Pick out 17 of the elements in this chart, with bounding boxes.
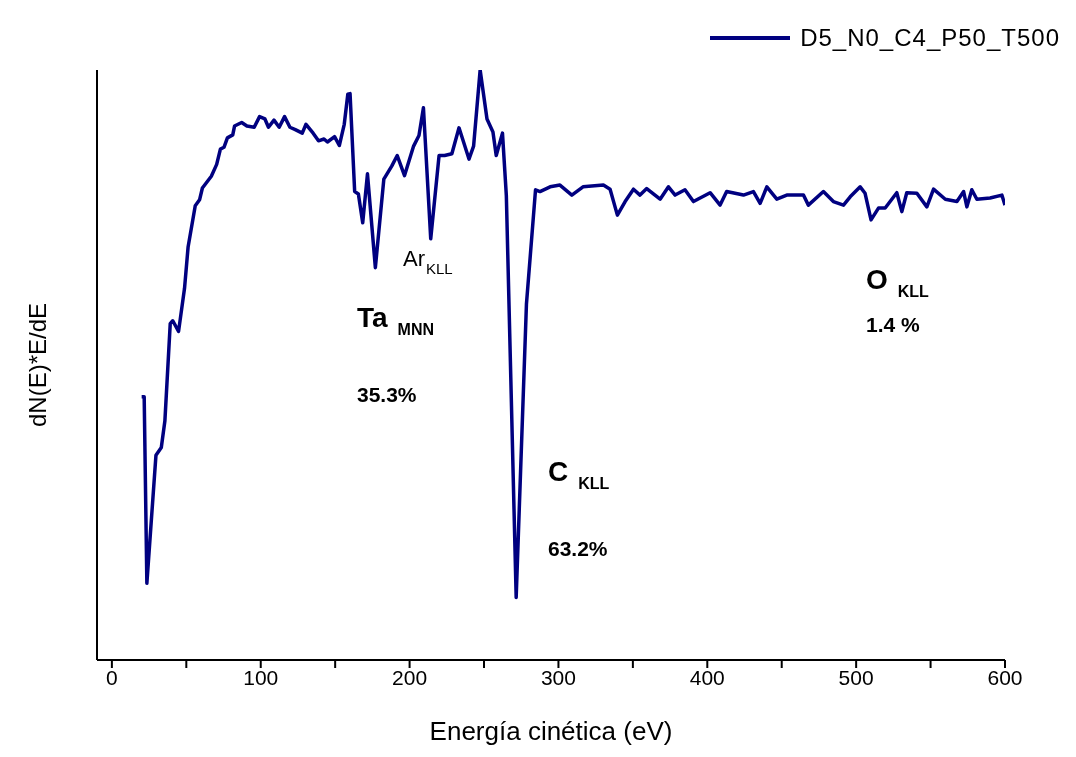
annotation: 1.4 % [866, 313, 920, 336]
annotation: 35.3% [357, 383, 417, 406]
x-tick-label: 500 [838, 665, 874, 689]
x-tick-label: 0 [106, 665, 118, 689]
annotation: Ar$_{KLL}$ [403, 246, 453, 277]
annotation: O$_{KLL}$ [866, 264, 929, 300]
x-tick-label: 100 [243, 665, 279, 689]
x-axis-title: Energía cinética (eV) [429, 716, 673, 746]
x-tick-label: 300 [540, 665, 576, 689]
x-tick-label: 400 [689, 665, 725, 689]
annotation: 63.2% [548, 537, 608, 560]
legend-label: D5_N0_C4_P50_T500 [800, 24, 1060, 52]
annotation: C$_{KLL}$ [548, 456, 610, 492]
y-axis-title: dN(E)*E/dE [23, 302, 51, 428]
annotation: Ta$_{MNN}$ [357, 302, 435, 338]
x-tick-label: 200 [392, 665, 428, 689]
x-tick-label: 600 [987, 665, 1023, 689]
